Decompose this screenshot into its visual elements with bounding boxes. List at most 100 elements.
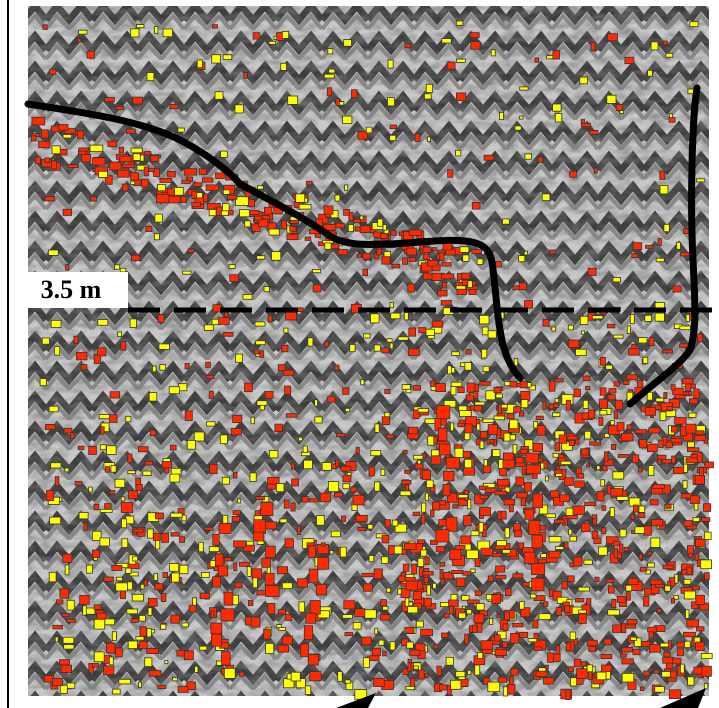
anomaly-speckle [147,607,153,616]
anomaly-speckle [497,403,502,414]
anomaly-speckle [588,646,597,652]
anomaly-speckle [567,324,574,331]
anomaly-speckle [502,549,511,554]
anomaly-speckle [169,104,179,110]
anomaly-speckle [263,206,273,215]
anomaly-speckle [99,537,110,547]
anomaly-speckle [601,527,607,534]
anomaly-speckle [377,218,384,227]
anomaly-speckle [117,169,130,178]
anomaly-speckle [420,502,427,513]
anomaly-speckle [482,418,495,423]
anomaly-speckle [687,441,695,448]
anomaly-speckle [208,546,220,553]
anomaly-speckle [598,417,604,426]
anomaly-speckle [359,215,364,220]
anomaly-speckle [466,382,476,393]
anomaly-speckle [550,490,560,498]
anomaly-speckle [633,504,639,513]
anomaly-speckle [685,314,690,322]
anomaly-speckle [626,591,631,601]
anomaly-speckle [91,663,99,668]
anomaly-speckle [423,93,432,100]
anomaly-speckle [78,512,89,520]
anomaly-speckle [247,600,254,606]
anomaly-speckle [562,601,570,607]
anomaly-speckle [569,631,577,640]
anomaly-speckle [520,607,531,618]
anomaly-speckle [659,184,669,195]
anomaly-speckle [543,601,549,607]
anomaly-speckle [81,153,91,163]
anomaly-speckle [647,551,653,556]
anomaly-speckle [487,575,494,582]
anomaly-speckle [689,495,701,504]
anomaly-speckle [440,578,445,586]
anomaly-speckle [265,643,275,655]
anomaly-speckle [357,527,367,532]
anomaly-speckle [657,238,662,246]
anomaly-speckle [437,289,448,297]
anomaly-speckle [409,649,421,656]
anomaly-speckle [593,167,598,174]
anomaly-speckle [686,566,693,576]
anomaly-speckle [115,105,125,110]
anomaly-speckle [457,422,465,428]
anomaly-speckle [30,135,37,142]
anomaly-speckle [264,521,277,530]
anomaly-speckle [295,193,306,203]
anomaly-speckle [161,532,169,543]
anomaly-speckle [438,427,448,442]
anomaly-speckle [688,412,697,418]
anomaly-speckle [676,648,685,657]
anomaly-speckle [463,467,475,476]
anomaly-speckle [668,689,682,699]
anomaly-speckle [455,20,464,26]
anomaly-speckle [66,682,76,689]
anomaly-speckle [668,117,676,123]
anomaly-speckle [121,183,129,192]
anomaly-speckle [378,639,385,646]
anomaly-speckle [408,601,414,607]
anomaly-speckle [230,427,242,436]
anomaly-speckle [532,619,539,629]
anomaly-speckle [471,249,482,255]
anomaly-speckle [234,104,244,114]
anomaly-speckle [284,538,294,549]
anomaly-speckle [440,300,452,306]
anomaly-speckle [104,503,112,509]
anomaly-speckle [515,456,524,464]
anomaly-speckle [170,532,180,537]
anomaly-speckle [468,289,477,295]
anomaly-speckle [634,526,646,534]
anomaly-speckle [406,247,417,256]
anomaly-speckle [591,315,604,320]
anomaly-speckle [407,662,412,672]
anomaly-speckle [367,524,374,530]
anomaly-speckle [427,259,439,267]
anomaly-speckle [131,254,141,261]
anomaly-speckle [524,300,534,309]
anomaly-speckle [514,125,522,131]
anomaly-speckle [639,567,648,572]
anomaly-speckle [381,416,390,425]
anomaly-speckle [607,609,620,616]
anomaly-speckle [326,87,333,97]
anomaly-speckle [467,499,472,510]
anomaly-speckle [222,514,229,524]
anomaly-speckle [52,678,63,687]
anomaly-speckle [381,256,391,265]
anomaly-speckle [661,349,674,354]
anomaly-speckle [704,572,710,581]
anomaly-speckle [632,649,641,656]
anomaly-speckle [589,441,601,446]
anomaly-speckle [303,625,313,641]
anomaly-speckle [474,401,486,406]
anomaly-speckle [334,194,341,202]
anomaly-speckle [596,490,605,502]
anomaly-speckle [584,430,592,440]
anomaly-speckle [64,564,70,576]
anomaly-speckle [141,178,149,188]
anomaly-speckle [334,364,340,371]
anomaly-speckle [220,150,228,158]
